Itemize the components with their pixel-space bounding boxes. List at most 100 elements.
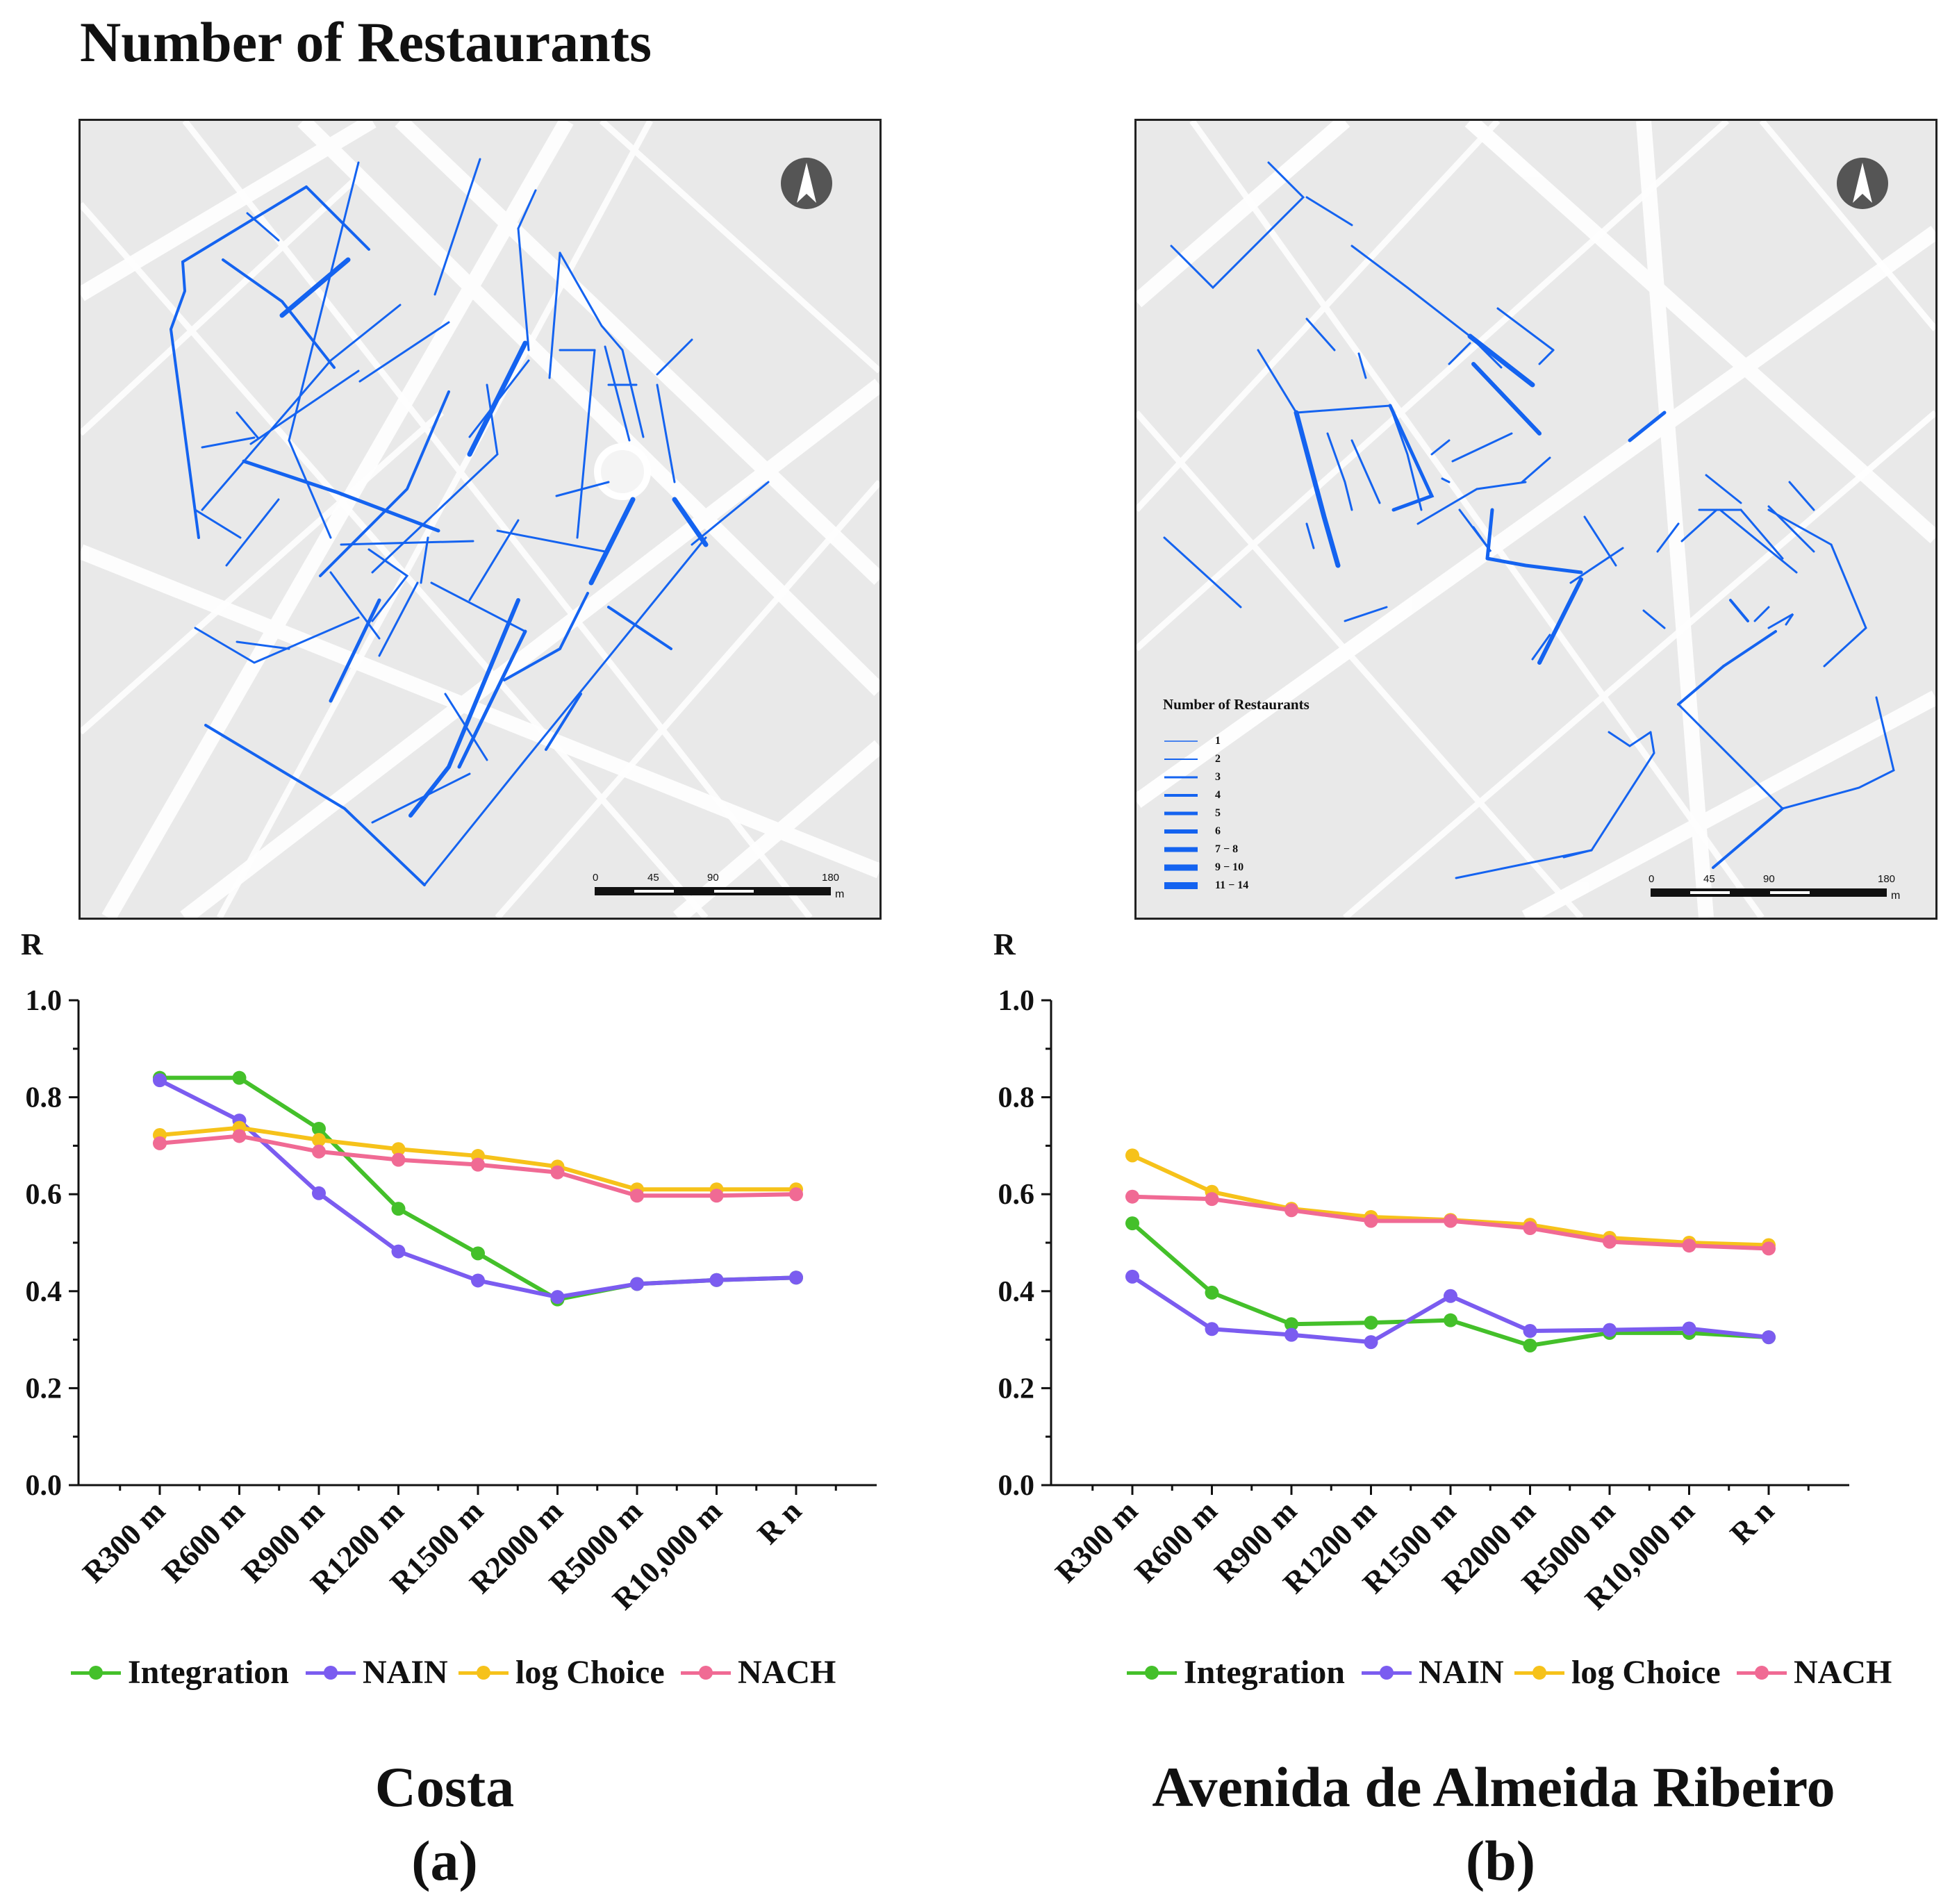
x-tick-label: R300 m: [1049, 1493, 1144, 1589]
chart-a-caption: (a): [411, 1829, 478, 1892]
data-point-nach: [789, 1187, 803, 1202]
figure-title: Number of Restaurants: [80, 10, 652, 74]
legend-line-samples: [1164, 740, 1198, 889]
chart-b-caption: (b): [1465, 1829, 1536, 1892]
data-point-nain: [1284, 1327, 1298, 1342]
legend-class-2: 2: [1215, 753, 1221, 765]
data-point-nach: [1364, 1214, 1378, 1228]
x-tick-label: R n: [751, 1493, 808, 1550]
data-point-nach: [391, 1152, 406, 1167]
y-tick-label: 0.4: [998, 1276, 1035, 1308]
legend-swatch-nain: [306, 1659, 356, 1687]
legend-swatch-log-choice: [458, 1659, 509, 1687]
legend-logchoice-b: log Choice: [1514, 1653, 1721, 1691]
y-tick-label: 1.0: [998, 985, 1035, 1017]
scale-label-90: 90: [707, 872, 719, 884]
y-tick-label: 0.8: [26, 1082, 63, 1114]
data-point-integration: [1364, 1316, 1378, 1330]
data-point-nach: [1205, 1192, 1219, 1207]
legend-label: NAIN: [1419, 1654, 1504, 1691]
data-point-nach: [709, 1189, 724, 1203]
map-b-minor-roads: [1137, 121, 1935, 918]
legend-swatch-integration: [1127, 1659, 1177, 1687]
data-point-log-choice: [391, 1142, 406, 1157]
map-b-streets: [1163, 161, 1895, 879]
y-tick-label: 0.6: [26, 1179, 63, 1211]
y-tick-label: 0.0: [26, 1470, 63, 1502]
x-tick-label: R600 m: [156, 1493, 251, 1589]
map-costa: 0 45 90 180 m: [79, 119, 882, 920]
y-tick-label: 1.0: [26, 985, 63, 1017]
roundabout: [594, 443, 651, 500]
legend-label: NACH: [1794, 1654, 1892, 1691]
data-point-integration: [1523, 1338, 1537, 1352]
data-point-nain: [1364, 1335, 1378, 1350]
legend-label: Integration: [1184, 1654, 1345, 1691]
scale-bar: [1651, 888, 1887, 897]
y-axis-label: R: [993, 927, 1016, 961]
data-point-integration: [312, 1121, 326, 1136]
data-point-nach: [630, 1189, 644, 1203]
data-point-nain: [550, 1290, 565, 1305]
scale-label-45: 45: [647, 872, 659, 884]
data-point-nain: [1762, 1330, 1776, 1345]
data-point-nach: [1125, 1189, 1139, 1204]
data-point-integration: [1284, 1317, 1298, 1332]
y-tick-label: 0.0: [998, 1470, 1035, 1502]
data-point-nain: [709, 1273, 724, 1287]
legend-class-9-10: 9 − 10: [1215, 861, 1244, 873]
legend-integration-a: Integration: [71, 1653, 289, 1691]
chart-a: R 0.0 0.2 0.4 0.6 0.8 1.0 R300 m R600 m R900 m R12…: [0, 917, 973, 1681]
scale-label-90: 90: [1763, 873, 1775, 885]
data-point-nain: [471, 1273, 485, 1288]
data-point-nach: [471, 1157, 485, 1172]
y-tick-label: 0.2: [998, 1373, 1035, 1405]
legend-swatch-nain: [1362, 1659, 1412, 1687]
map-avenida: Number of Restaurants 1 2 3 4 5 6 7 − 8 …: [1134, 119, 1937, 920]
map-a-roads: [81, 121, 879, 918]
x-tick-label: R n: [1724, 1493, 1780, 1550]
legend-label: NAIN: [363, 1654, 448, 1691]
legend-nach-b: NACH: [1737, 1653, 1892, 1691]
legend-swatch-integration: [71, 1659, 121, 1687]
scale-unit: m: [1891, 890, 1901, 902]
map-a-streets: [169, 158, 770, 886]
north-arrow-icon: [1837, 158, 1888, 209]
data-point-nain: [1444, 1289, 1457, 1303]
data-point-log-choice: [1125, 1148, 1139, 1163]
legend-logchoice-a: log Choice: [458, 1653, 665, 1691]
y-tick-label: 0.6: [998, 1179, 1035, 1211]
legend-class-5: 5: [1215, 807, 1221, 819]
data-point-nain: [789, 1270, 803, 1285]
data-point-nach: [1284, 1203, 1298, 1218]
data-point-nain: [153, 1073, 167, 1088]
legend-label: log Choice: [1571, 1654, 1721, 1691]
map-legend-title: Number of Restaurants: [1163, 696, 1309, 713]
data-point-nain: [1603, 1323, 1617, 1337]
scale-bar: [595, 887, 831, 895]
legend-class-11-14: 11 − 14: [1215, 879, 1249, 891]
legend-label: Integration: [128, 1654, 289, 1691]
north-arrow-icon: [781, 158, 832, 209]
chart-b: R 0.0 0.2 0.4 0.6 0.8 1.0 R300 m R600 m R900 m R12…: [973, 917, 1945, 1681]
legend-swatch-log-choice: [1514, 1659, 1564, 1687]
data-point-nain: [630, 1277, 644, 1291]
chart-b-title: Avenida de Almeida Ribeiro: [1152, 1755, 1835, 1819]
y-tick-label: 0.8: [998, 1082, 1035, 1114]
legend-class-4: 4: [1215, 789, 1221, 801]
data-point-integration: [1205, 1285, 1219, 1300]
data-point-nach: [1762, 1241, 1776, 1256]
data-point-integration: [1444, 1313, 1457, 1327]
data-point-nach: [550, 1165, 565, 1179]
legend-swatch-nach: [1737, 1659, 1787, 1687]
data-point-integration: [471, 1246, 485, 1261]
legend-class-6: 6: [1215, 825, 1221, 837]
scale-label-0: 0: [593, 872, 599, 884]
data-point-integration: [1125, 1216, 1139, 1231]
scale-label-180: 180: [1878, 873, 1896, 885]
data-point-nach: [232, 1129, 247, 1143]
data-point-nain: [1125, 1269, 1139, 1284]
legend-label: log Choice: [515, 1654, 665, 1691]
